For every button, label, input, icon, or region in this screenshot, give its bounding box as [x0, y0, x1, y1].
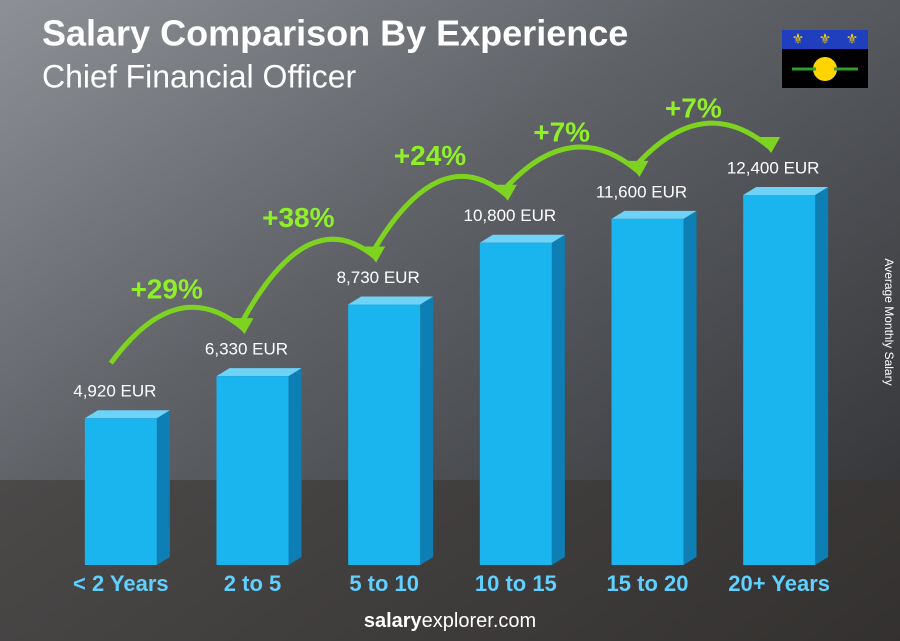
x-tick-label: 15 to 20 [607, 571, 689, 596]
bar-side [815, 187, 829, 565]
value-label: 6,330 EUR [205, 340, 288, 359]
bar-side [551, 234, 565, 565]
value-label: 8,730 EUR [337, 268, 420, 287]
chart-title: Salary Comparison By Experience [42, 13, 628, 54]
change-arrowhead [626, 160, 649, 177]
change-label: +38% [262, 202, 334, 233]
bar-side [683, 210, 697, 565]
bar-top [479, 234, 565, 243]
bar-side [420, 296, 434, 565]
x-tick-label: 2 to 5 [224, 571, 281, 596]
y-axis-label: Average Monthly Salary [882, 258, 896, 385]
bar [84, 418, 157, 565]
value-label: 11,600 EUR [596, 182, 687, 201]
footer: salaryexplorer.com [364, 610, 536, 632]
bar-top [348, 296, 434, 305]
bar-side [288, 368, 302, 565]
change-arrowhead [231, 318, 254, 335]
bar-top [743, 187, 829, 195]
x-tick-label: 10 to 15 [475, 571, 557, 596]
footer-domain: explorer.com [422, 610, 537, 632]
change-arrow [635, 120, 771, 166]
flag: ⚜ ⚜ ⚜ [782, 30, 868, 88]
bar [479, 242, 552, 565]
footer-brand: salary [364, 610, 423, 632]
x-tick-label: < 2 Years [73, 571, 169, 596]
svg-text:⚜: ⚜ [792, 31, 805, 47]
chart-subtitle: Chief Financial Officer [42, 58, 357, 94]
bar [216, 376, 289, 565]
value-label: 4,920 EUR [73, 382, 156, 401]
change-label: +29% [130, 274, 202, 305]
value-label: 10,800 EUR [464, 206, 557, 225]
change-arrow [372, 173, 508, 251]
bar-top [216, 368, 302, 377]
change-label: +7% [665, 92, 722, 123]
change-arrow [240, 236, 376, 323]
bar [743, 195, 816, 565]
x-tick-label: 5 to 10 [349, 571, 419, 596]
bar-top [84, 410, 170, 419]
svg-text:⚜: ⚜ [846, 31, 859, 47]
change-arrowhead [494, 184, 517, 201]
change-label: +7% [533, 116, 590, 147]
change-arrowhead [758, 137, 781, 153]
svg-text:⚜: ⚜ [819, 31, 832, 47]
bar [348, 304, 421, 565]
change-label: +24% [394, 140, 466, 171]
bar-top [611, 210, 697, 219]
change-arrow [503, 144, 640, 190]
change-arrowhead [363, 246, 386, 263]
value-label: 12,400 EUR [727, 158, 820, 177]
x-tick-label: 20+ Years [728, 571, 830, 596]
bar-side [156, 410, 170, 565]
bar [611, 218, 684, 565]
change-arrow [108, 304, 245, 365]
